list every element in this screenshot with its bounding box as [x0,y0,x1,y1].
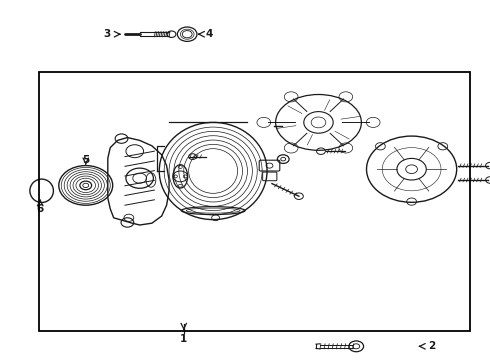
Bar [39,72,470,331]
Text: 2: 2 [429,341,436,351]
Text: 5: 5 [82,155,89,165]
Text: 6: 6 [37,204,44,214]
Text: 3: 3 [103,29,110,39]
Text: 4: 4 [205,29,213,39]
Text: 1: 1 [180,334,187,344]
